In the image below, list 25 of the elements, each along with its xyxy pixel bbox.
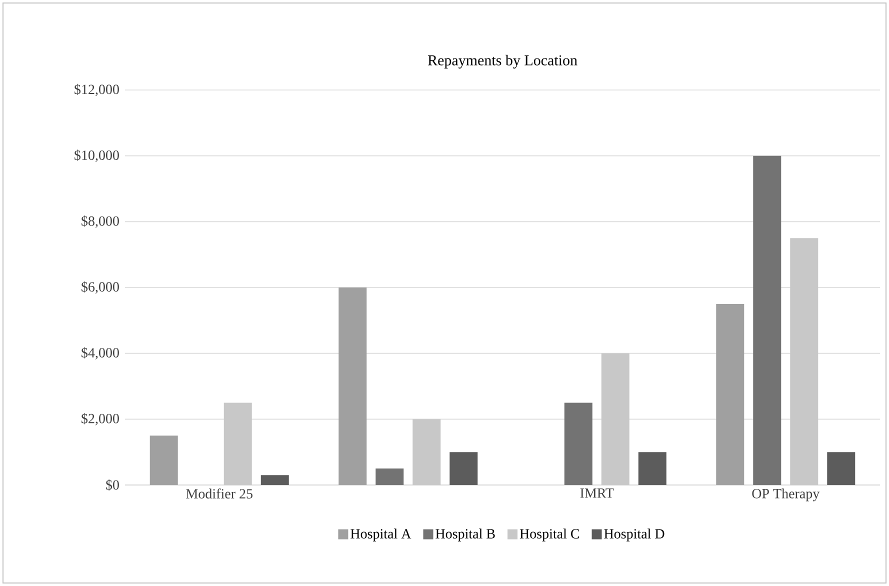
y-tick-label: $2,000	[82, 413, 119, 426]
chart-title: Repayments by Location	[428, 54, 578, 68]
bar	[827, 452, 856, 485]
y-tick-label: $8,000	[82, 216, 119, 228]
bar	[450, 452, 478, 485]
y-tick-label: $10,000	[74, 150, 119, 162]
x-tick-label: Modifier 25	[186, 488, 252, 499]
bar	[638, 452, 666, 485]
x-tick-label: IMRT	[580, 488, 614, 498]
y-tick-label: $12,000	[74, 84, 119, 96]
legend-label: Hospital A	[350, 528, 412, 542]
y-tick-label: $0	[106, 479, 119, 491]
legend-label: Hospital C	[520, 528, 580, 542]
bar	[564, 402, 592, 485]
bar	[376, 468, 404, 485]
bar	[260, 475, 289, 485]
x-tick-label: OP Therapy	[752, 488, 820, 502]
bar	[338, 287, 367, 485]
y-tick-label: $6,000	[82, 281, 119, 294]
bar	[150, 436, 178, 485]
bar	[753, 156, 782, 485]
legend-label: Hospital B	[436, 528, 495, 542]
legend-label: Hospital D	[604, 528, 664, 542]
bar	[716, 304, 744, 485]
y-tick-label: $4,000	[82, 347, 119, 360]
